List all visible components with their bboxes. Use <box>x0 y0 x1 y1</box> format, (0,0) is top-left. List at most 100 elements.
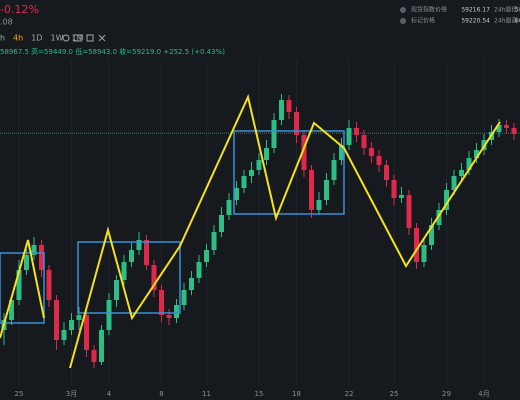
candle-body <box>121 262 127 280</box>
candle-body <box>511 128 517 134</box>
candle-body <box>166 315 172 318</box>
candle-body <box>144 240 149 265</box>
candle-body <box>429 225 434 245</box>
x-tick-label: 29 <box>442 390 451 398</box>
x-tick-label: 3月 <box>66 390 77 398</box>
candle-body <box>189 278 194 290</box>
x-tick-label: 15 <box>255 390 264 398</box>
candle-body <box>151 265 157 290</box>
x-tick-label: 18 <box>292 390 301 398</box>
candle-body <box>114 280 119 300</box>
candle-body <box>181 290 187 305</box>
box <box>0 252 45 324</box>
candle-body <box>24 255 29 270</box>
candle-body <box>376 156 382 165</box>
ohlc-line: 58967.5 高=59449.0 低=58943.0 收=59219.0 +2… <box>0 47 225 56</box>
candle-body <box>279 100 284 120</box>
interval-button[interactable]: 1D <box>31 34 42 43</box>
market-info: 现货指数价格 59216.17 24h最低58450 标记价格 59220.54 24h最… <box>400 6 520 25</box>
candle-body <box>474 150 479 158</box>
candle-body <box>159 290 164 315</box>
x-tick-label: 25 <box>390 390 399 398</box>
candle-body <box>129 250 134 262</box>
x-tick-label: 4月 <box>478 390 489 398</box>
candle-body <box>466 158 472 170</box>
candle-body <box>406 195 412 228</box>
market-value: 59216.17 <box>461 7 490 14</box>
candle-body <box>496 125 502 132</box>
candle-body <box>54 300 59 340</box>
candle-body <box>414 228 419 262</box>
candle-body <box>31 245 37 255</box>
sub-value: .08 <box>0 18 13 27</box>
change: -0.12% <box>0 3 39 16</box>
candle-body <box>226 200 232 215</box>
candle-body <box>421 245 427 262</box>
candle-body <box>91 350 97 362</box>
fullscreen-icon[interactable] <box>98 34 106 42</box>
candle-body <box>39 245 44 270</box>
candle-body <box>309 170 314 210</box>
interval-bar: h 4h 1D 1W 1M <box>0 34 84 43</box>
market-label: 24h最低 <box>494 6 517 14</box>
market-label: 24h最高 <box>494 17 517 25</box>
candle-body <box>324 180 329 200</box>
candle-body <box>196 262 202 278</box>
candle-body <box>61 330 67 340</box>
candle-body <box>316 200 322 210</box>
settings-icon[interactable] <box>62 34 70 42</box>
candle-body <box>76 315 82 320</box>
plot-area: 25 3月 4 8 11 15 18 22 25 29 4月 <box>0 60 520 398</box>
annotations <box>0 93 501 369</box>
candle-body <box>264 148 269 160</box>
candle-body <box>99 330 104 362</box>
x-tick-label: 22 <box>345 390 354 398</box>
info-icon <box>400 7 406 13</box>
candle-body <box>444 190 449 210</box>
candle-body <box>174 305 179 318</box>
layout-icon[interactable] <box>86 34 94 42</box>
x-tick-label: 25 <box>15 390 24 398</box>
candle-body <box>84 315 89 350</box>
candle-body <box>9 300 14 320</box>
candle-body <box>436 210 442 225</box>
candle-body <box>339 145 344 160</box>
candle-body <box>16 270 22 300</box>
box <box>233 130 345 215</box>
candle-body <box>106 300 112 330</box>
candle-body <box>451 176 457 190</box>
candle-body <box>361 135 367 148</box>
interval-button[interactable]: h <box>0 34 5 43</box>
candle-body <box>234 188 239 200</box>
interval-button[interactable]: 1M <box>72 34 84 43</box>
indicator-icon[interactable] <box>73 34 82 42</box>
candle-body <box>211 232 217 250</box>
candle-body <box>294 112 299 135</box>
candle-body <box>204 250 209 262</box>
market-label: 现货指数价格 <box>411 6 447 14</box>
candle-body <box>459 170 464 176</box>
candle-body <box>136 240 142 250</box>
market-value: 59220.54 <box>461 18 490 25</box>
candle-body <box>249 170 254 176</box>
market-value: 60184 <box>515 18 520 25</box>
market-value: 58450 <box>515 7 520 14</box>
interval-button[interactable]: 4h <box>13 34 23 43</box>
trend-line <box>69 93 501 369</box>
x-tick-label: 11 <box>202 390 211 398</box>
candle-body <box>346 128 352 145</box>
candle-body <box>286 100 292 112</box>
market-label: 标记价格 <box>411 17 435 25</box>
toolbar-icons <box>62 34 106 42</box>
interval-button[interactable]: 1W <box>51 34 64 43</box>
candle-body <box>219 215 224 232</box>
info-icon <box>400 18 406 24</box>
candle-body <box>271 120 277 148</box>
candle-body <box>256 160 262 170</box>
candle-body <box>301 135 307 170</box>
box <box>77 241 181 314</box>
trend-line <box>0 239 45 339</box>
candle-body <box>241 176 247 188</box>
